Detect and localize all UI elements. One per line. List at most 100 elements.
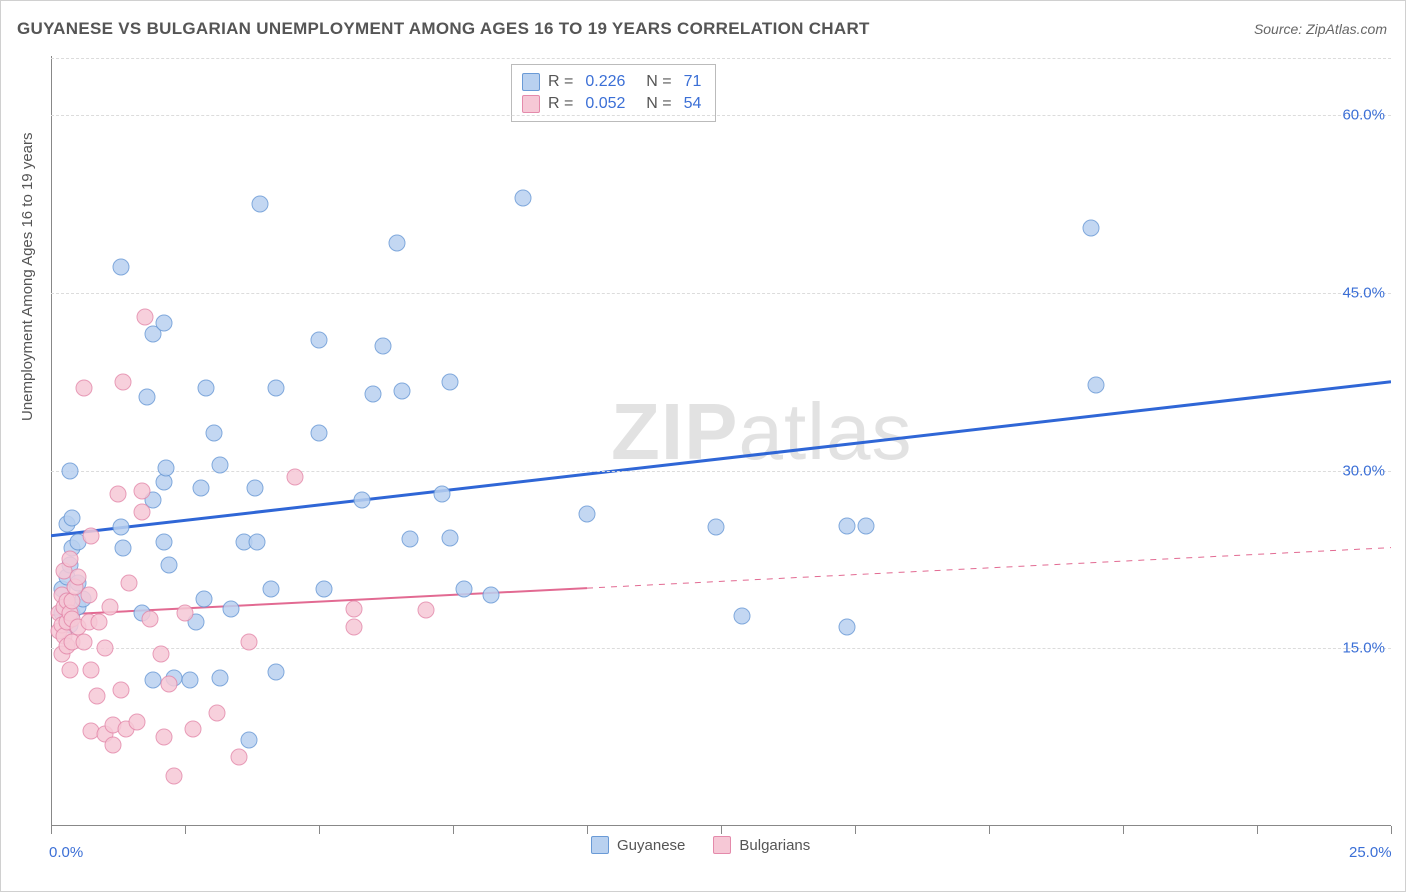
x-tick: [721, 826, 722, 834]
x-tick: [1257, 826, 1258, 834]
data-point: [857, 518, 874, 535]
data-point: [155, 533, 172, 550]
data-point: [104, 737, 121, 754]
data-point: [61, 551, 78, 568]
data-point: [252, 196, 269, 213]
data-point: [442, 373, 459, 390]
data-point: [112, 258, 129, 275]
data-point: [144, 672, 161, 689]
data-point: [514, 190, 531, 207]
chart-title: GUYANESE VS BULGARIAN UNEMPLOYMENT AMONG…: [17, 19, 870, 39]
data-point: [394, 383, 411, 400]
data-point: [88, 687, 105, 704]
data-point: [375, 338, 392, 355]
data-point: [139, 389, 156, 406]
data-point: [96, 640, 113, 657]
data-point: [455, 581, 472, 598]
data-point: [311, 332, 328, 349]
r-label: R =: [548, 71, 573, 93]
legend-label-guyanese: Guyanese: [617, 837, 685, 854]
data-point: [268, 379, 285, 396]
data-point: [241, 634, 258, 651]
gridline: [51, 115, 1391, 116]
y-axis-label: 60.0%: [1342, 107, 1385, 124]
gridline: [51, 58, 1391, 59]
data-point: [185, 720, 202, 737]
data-point: [211, 456, 228, 473]
data-point: [222, 601, 239, 618]
x-tick: [1123, 826, 1124, 834]
swatch-guyanese: [591, 836, 609, 854]
data-point: [418, 602, 435, 619]
correlation-legend: R = 0.226 N = 71 R = 0.052 N = 54: [511, 64, 716, 122]
y-axis-label: 15.0%: [1342, 640, 1385, 657]
data-point: [345, 601, 362, 618]
data-point: [152, 646, 169, 663]
trend-line-guyanese: [51, 382, 1391, 536]
r-value-bulgarians: 0.052: [585, 93, 625, 115]
data-point: [353, 492, 370, 509]
data-point: [707, 519, 724, 536]
data-point: [434, 486, 451, 503]
data-point: [91, 614, 108, 631]
data-point: [76, 379, 93, 396]
legend-item-guyanese: Guyanese: [591, 836, 685, 854]
data-point: [128, 713, 145, 730]
data-point: [195, 590, 212, 607]
n-label: N =: [637, 71, 671, 93]
data-point: [83, 527, 100, 544]
data-point: [110, 486, 127, 503]
data-point: [579, 506, 596, 523]
data-point: [316, 581, 333, 598]
n-label: N =: [637, 93, 671, 115]
data-point: [345, 618, 362, 635]
gridline: [51, 293, 1391, 294]
data-point: [211, 669, 228, 686]
data-point: [838, 518, 855, 535]
data-point: [160, 675, 177, 692]
source-attribution: Source: ZipAtlas.com: [1254, 21, 1387, 37]
gridline: [51, 471, 1391, 472]
data-point: [734, 608, 751, 625]
data-point: [311, 424, 328, 441]
data-point: [198, 379, 215, 396]
x-tick: [453, 826, 454, 834]
data-point: [64, 510, 81, 527]
data-point: [442, 530, 459, 547]
data-point: [160, 557, 177, 574]
y-axis-title: Unemployment Among Ages 16 to 19 years: [19, 132, 36, 421]
x-tick: [319, 826, 320, 834]
data-point: [241, 731, 258, 748]
x-tick: [185, 826, 186, 834]
data-point: [209, 705, 226, 722]
x-tick: [51, 826, 52, 834]
data-point: [364, 385, 381, 402]
x-tick: [855, 826, 856, 834]
legend-row-bulgarians: R = 0.052 N = 54: [522, 93, 705, 115]
x-tick: [587, 826, 588, 834]
x-axis-label-min: 0.0%: [49, 844, 83, 861]
data-point: [155, 314, 172, 331]
data-point: [61, 462, 78, 479]
y-axis-label: 45.0%: [1342, 284, 1385, 301]
swatch-bulgarians: [522, 95, 540, 113]
data-point: [1082, 219, 1099, 236]
trend-lines-layer: [51, 56, 1391, 826]
data-point: [112, 681, 129, 698]
x-tick: [989, 826, 990, 834]
r-value-guyanese: 0.226: [585, 71, 625, 93]
data-point: [134, 504, 151, 521]
data-point: [249, 533, 266, 550]
plot-area: ZIPatlas R = 0.226 N = 71 R = 0.052 N = …: [51, 56, 1391, 826]
swatch-bulgarians: [713, 836, 731, 854]
data-point: [268, 664, 285, 681]
data-point: [388, 235, 405, 252]
data-point: [69, 569, 86, 586]
chart-container: GUYANESE VS BULGARIAN UNEMPLOYMENT AMONG…: [0, 0, 1406, 892]
data-point: [166, 768, 183, 785]
data-point: [838, 618, 855, 635]
data-point: [193, 480, 210, 497]
data-point: [76, 634, 93, 651]
trend-line-bulgarians-dashed: [587, 548, 1391, 589]
data-point: [80, 587, 97, 604]
